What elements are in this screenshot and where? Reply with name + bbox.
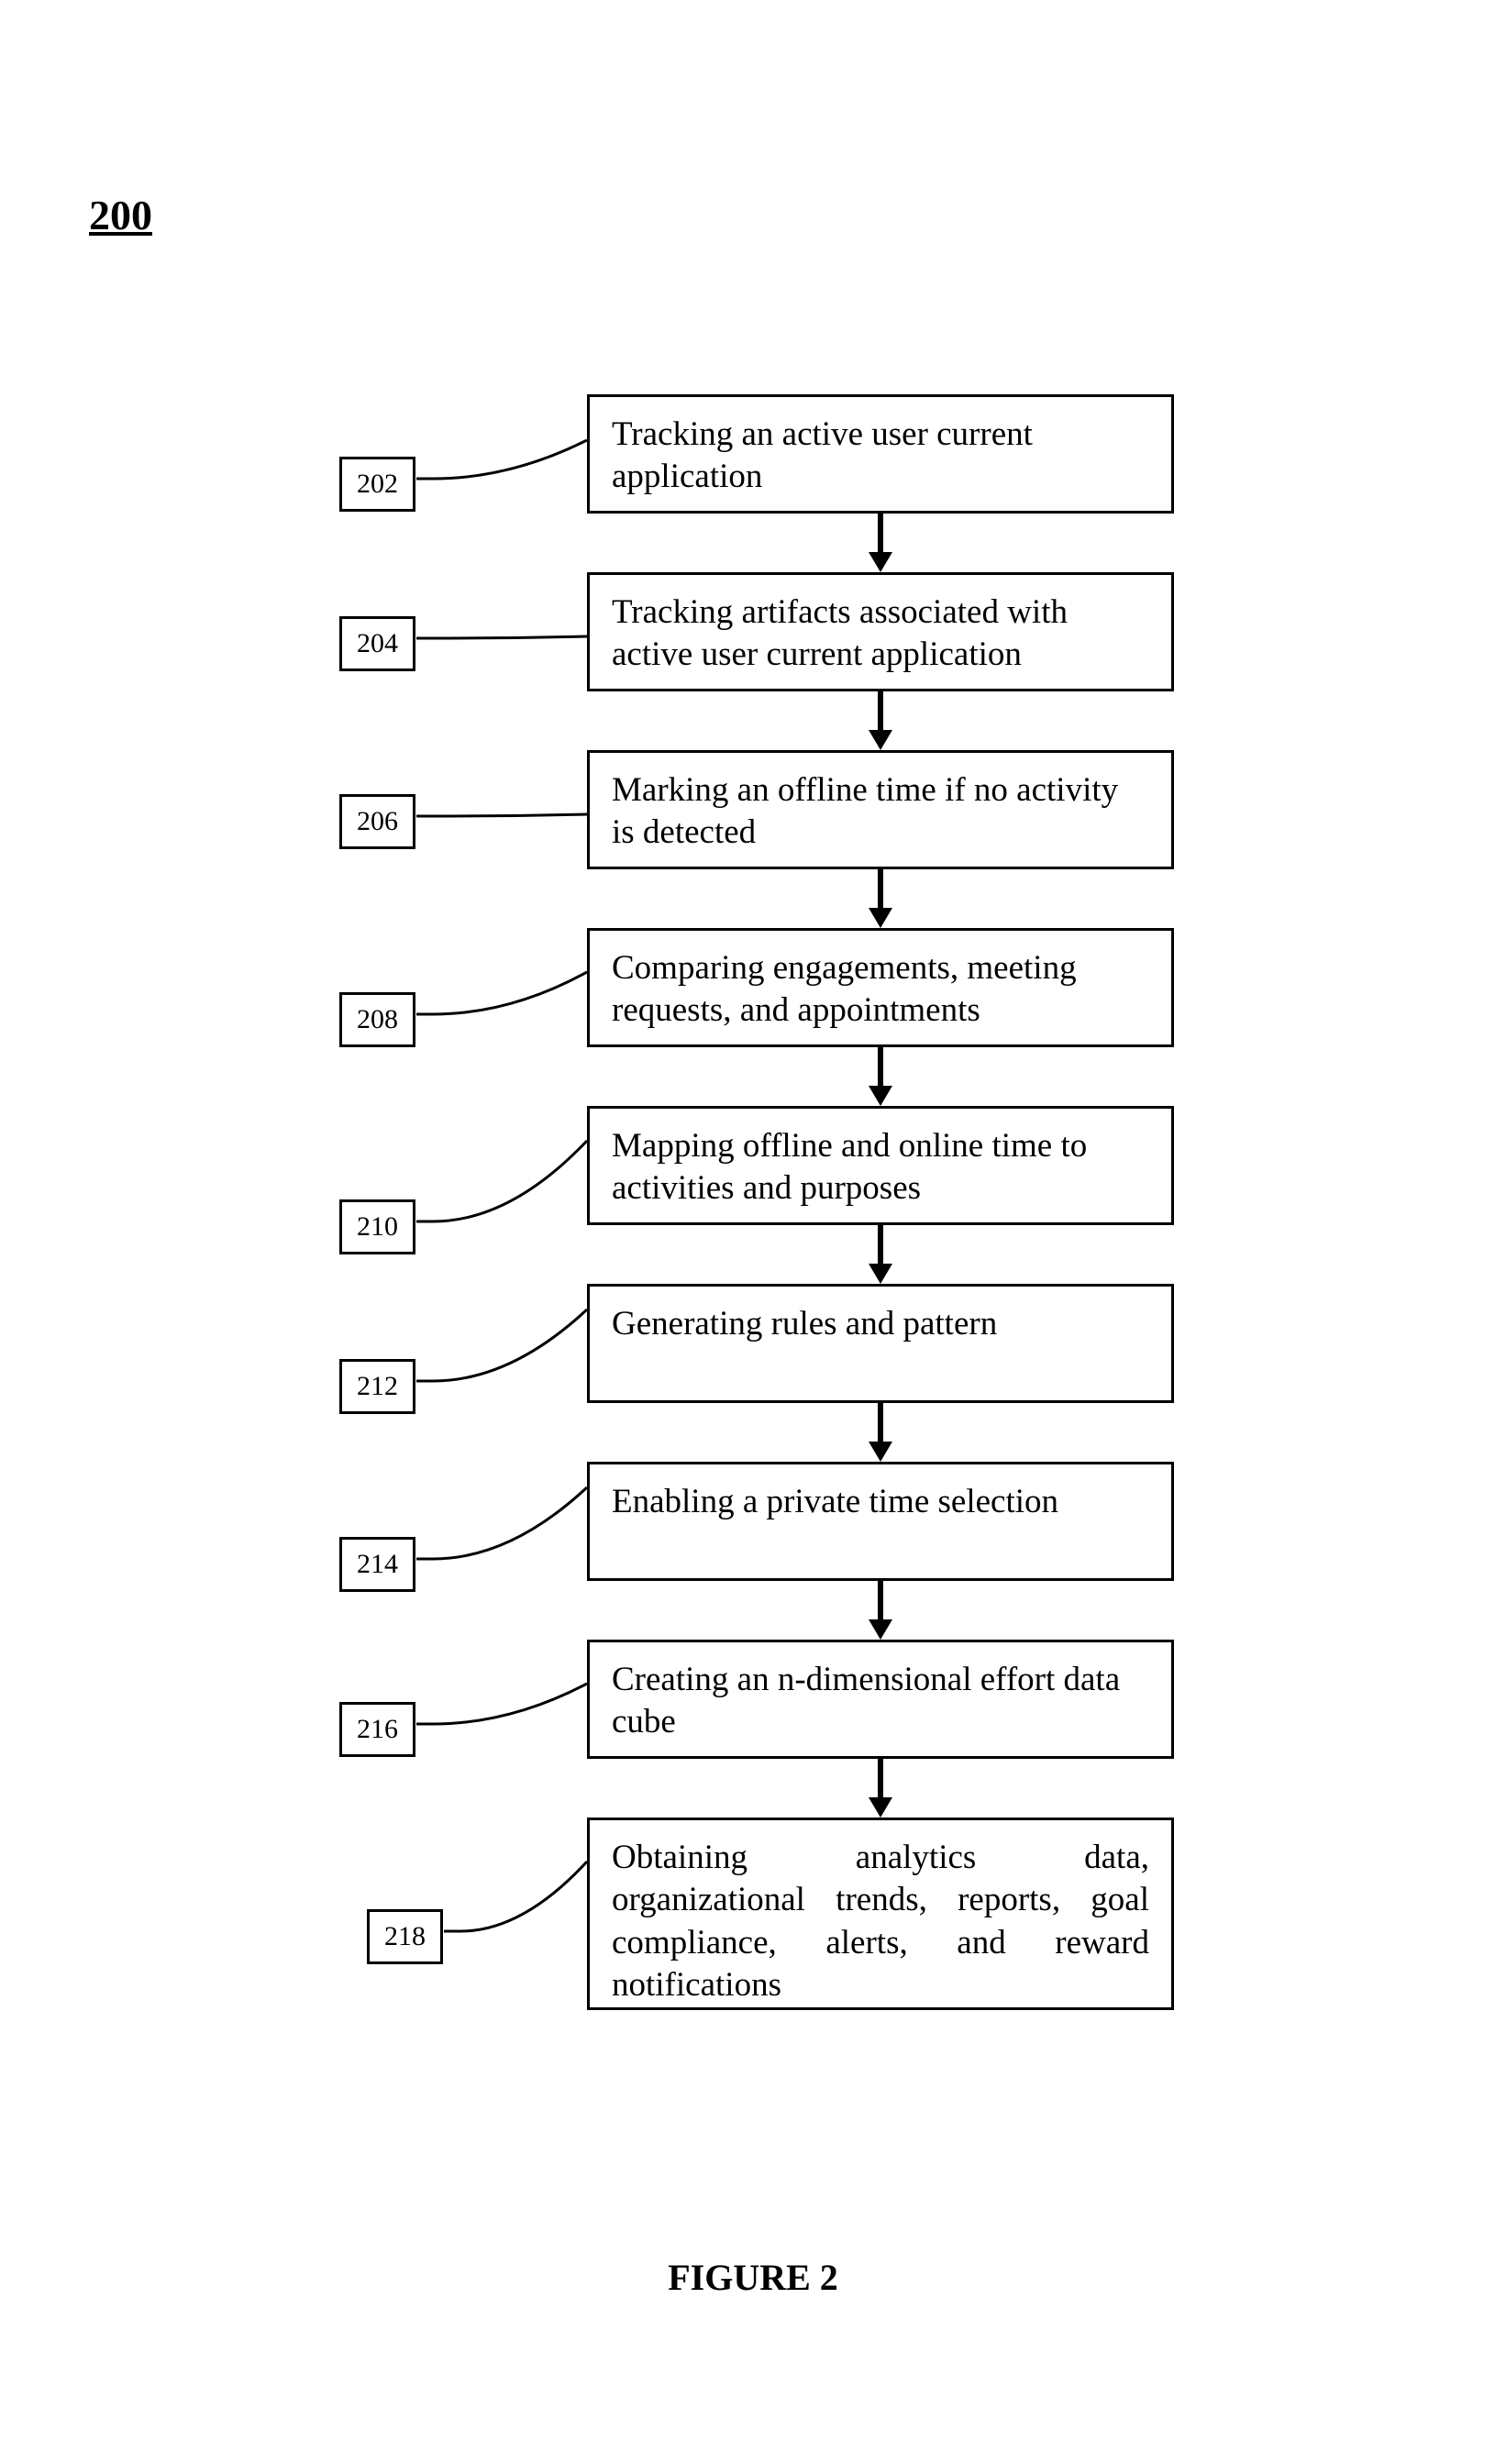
flow-arrow bbox=[0, 1759, 1506, 1818]
step-reference-label: 206 bbox=[339, 794, 415, 849]
flow-arrow bbox=[0, 691, 1506, 750]
flowchart-step: Creating an n-dimensional effort data cu… bbox=[0, 1640, 1506, 1759]
step-reference-label: 216 bbox=[339, 1702, 415, 1757]
connector-curve bbox=[416, 1674, 587, 1733]
step-box: Enabling a private time selection bbox=[587, 1462, 1174, 1581]
flowchart-step: Generating rules and pattern212 bbox=[0, 1284, 1506, 1403]
step-box: Tracking an active user current applicat… bbox=[587, 394, 1174, 514]
connector-curve bbox=[416, 1132, 587, 1231]
connector-curve bbox=[416, 1478, 587, 1568]
step-box: Mapping offline and online time to activ… bbox=[587, 1106, 1174, 1225]
step-reference-label: 204 bbox=[339, 616, 415, 671]
flowchart-step: Mapping offline and online time to activ… bbox=[0, 1106, 1506, 1225]
flow-arrow bbox=[0, 1403, 1506, 1462]
flowchart-step: Marking an offline time if no activity i… bbox=[0, 750, 1506, 869]
step-box: Comparing engagements, meeting requests,… bbox=[587, 928, 1174, 1047]
flow-arrow bbox=[0, 1581, 1506, 1640]
flow-arrow bbox=[0, 869, 1506, 928]
connector-curve bbox=[416, 431, 587, 488]
connector-curve bbox=[416, 963, 587, 1023]
flowchart-step: Obtaining analytics data, organizational… bbox=[0, 1818, 1506, 2010]
step-reference-label: 208 bbox=[339, 992, 415, 1047]
step-box: Generating rules and pattern bbox=[587, 1284, 1174, 1403]
figure-number-label: 200 bbox=[89, 191, 152, 239]
connector-curve bbox=[416, 805, 587, 825]
flowchart-step: Comparing engagements, meeting requests,… bbox=[0, 928, 1506, 1047]
step-reference-label: 202 bbox=[339, 457, 415, 512]
flow-arrow bbox=[0, 1225, 1506, 1284]
flowchart-step: Tracking artifacts associated with activ… bbox=[0, 572, 1506, 691]
flowchart-step: Enabling a private time selection214 bbox=[0, 1462, 1506, 1581]
flowchart: Tracking an active user current applicat… bbox=[0, 394, 1506, 2010]
step-box: Marking an offline time if no activity i… bbox=[587, 750, 1174, 869]
flowchart-step: Tracking an active user current applicat… bbox=[0, 394, 1506, 514]
step-box: Creating an n-dimensional effort data cu… bbox=[587, 1640, 1174, 1759]
figure-caption: FIGURE 2 bbox=[668, 2256, 838, 2299]
connector-curve bbox=[416, 1300, 587, 1390]
step-reference-label: 218 bbox=[367, 1909, 443, 1964]
flow-arrow bbox=[0, 1047, 1506, 1106]
step-box: Tracking artifacts associated with activ… bbox=[587, 572, 1174, 691]
step-box: Obtaining analytics data, organizational… bbox=[587, 1818, 1174, 2010]
connector-curve bbox=[416, 627, 587, 647]
flow-arrow bbox=[0, 514, 1506, 572]
connector-curve bbox=[444, 1852, 587, 1940]
